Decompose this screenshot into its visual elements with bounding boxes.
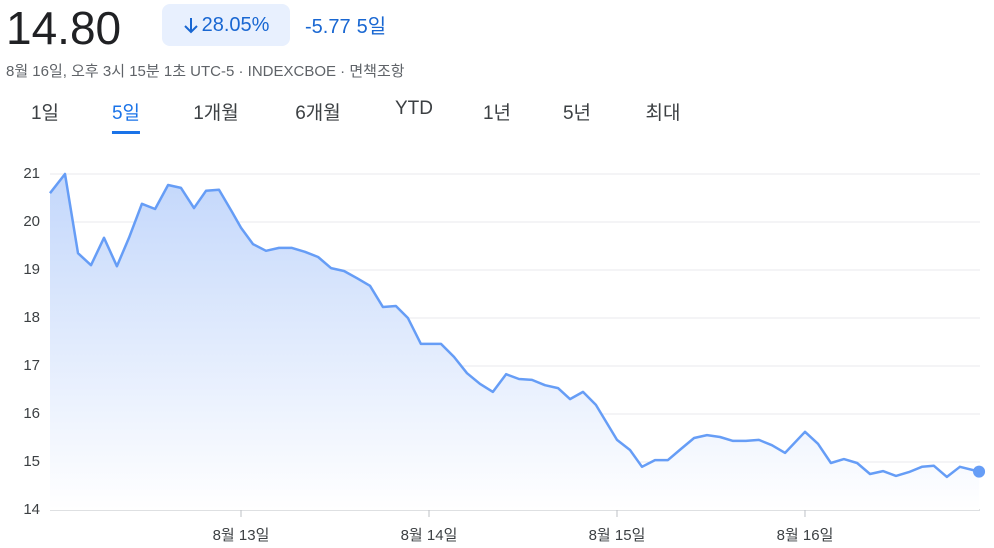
change-badge: 28.05% — [162, 4, 290, 46]
range-tab[interactable]: 5일 — [111, 98, 141, 134]
x-tick-label: 8월 13일 — [213, 527, 270, 544]
y-tick-label: 19 — [23, 261, 40, 278]
y-tick-label: 21 — [23, 165, 40, 182]
y-tick-label: 20 — [23, 213, 40, 230]
range-tab[interactable]: 1일 — [30, 103, 60, 124]
y-tick-label: 15 — [23, 453, 40, 470]
y-tick-label: 16 — [23, 405, 40, 422]
chart: 14 15 16 17 18 19 20 21 8월 13일 8월 14일 8월 15일 8월 16일 — [23, 165, 986, 544]
price-line — [49, 172, 980, 479]
y-tick-label: 18 — [23, 309, 40, 326]
range-tab[interactable]: 최대 — [645, 103, 681, 124]
change-period: 5일 — [356, 16, 387, 38]
last-point — [973, 465, 986, 478]
timestamp: 8월 16일, 오후 3시 15분 1초 UTC-5 · INDEXCBOE ·… — [6, 63, 405, 80]
price: 14.80 — [6, 2, 122, 54]
change: -5.77 5일 — [305, 10, 392, 39]
x-tick-label: 8월 15일 — [589, 527, 646, 544]
range-tab[interactable]: 6개월 — [295, 103, 341, 124]
range-tab[interactable]: 1개월 — [193, 103, 239, 124]
change-value: -5.77 — [305, 16, 351, 38]
x-tick-label: 8월 14일 — [401, 527, 458, 544]
range-tab[interactable]: 1년 — [482, 103, 512, 124]
range-tab[interactable]: YTD — [395, 98, 433, 119]
down-arrow — [183, 18, 198, 34]
area-fill — [50, 174, 980, 510]
range-tabs: 1일 5일 1개월 6개월 YTD 1년 5년 최대 — [0, 98, 994, 134]
y-tick-label: 17 — [23, 357, 40, 374]
range-tab[interactable]: 5년 — [562, 103, 592, 124]
x-tick-label: 8월 16일 — [777, 527, 834, 544]
y-tick-label: 14 — [23, 501, 40, 518]
change-percent: 28.05% — [201, 13, 270, 36]
